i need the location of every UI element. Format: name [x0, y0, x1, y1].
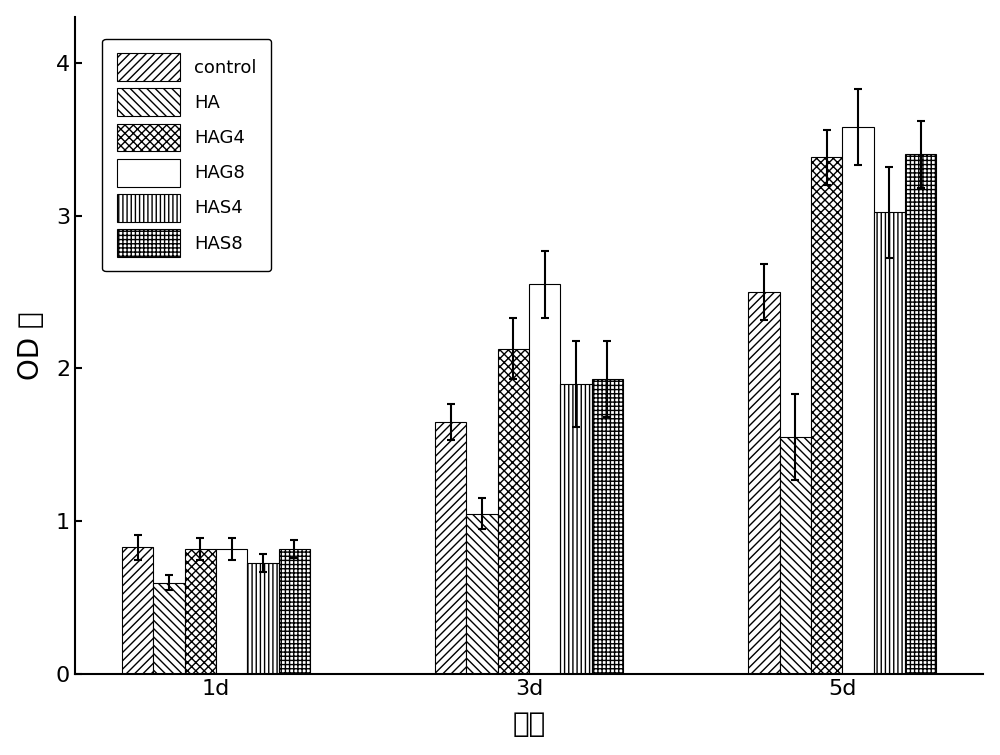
Bar: [592, 379, 623, 674]
Bar: [122, 547, 153, 674]
Bar: [842, 127, 874, 674]
Bar: [498, 349, 529, 674]
Bar: [153, 583, 185, 674]
Bar: [560, 384, 592, 674]
Bar: [780, 437, 811, 674]
Bar: [247, 562, 279, 674]
Bar: [748, 292, 780, 674]
Bar: [185, 549, 216, 674]
Bar: [874, 212, 905, 674]
Legend: control, HA, HAG4, HAG8, HAS4, HAS8: control, HA, HAG4, HAG8, HAS4, HAS8: [102, 39, 271, 271]
Bar: [216, 549, 247, 674]
Bar: [529, 285, 560, 674]
Bar: [466, 513, 498, 674]
Y-axis label: OD 値: OD 値: [17, 311, 45, 380]
Bar: [435, 422, 466, 674]
Bar: [279, 549, 310, 674]
Bar: [811, 157, 842, 674]
Bar: [905, 154, 936, 674]
X-axis label: 时间: 时间: [512, 710, 546, 738]
